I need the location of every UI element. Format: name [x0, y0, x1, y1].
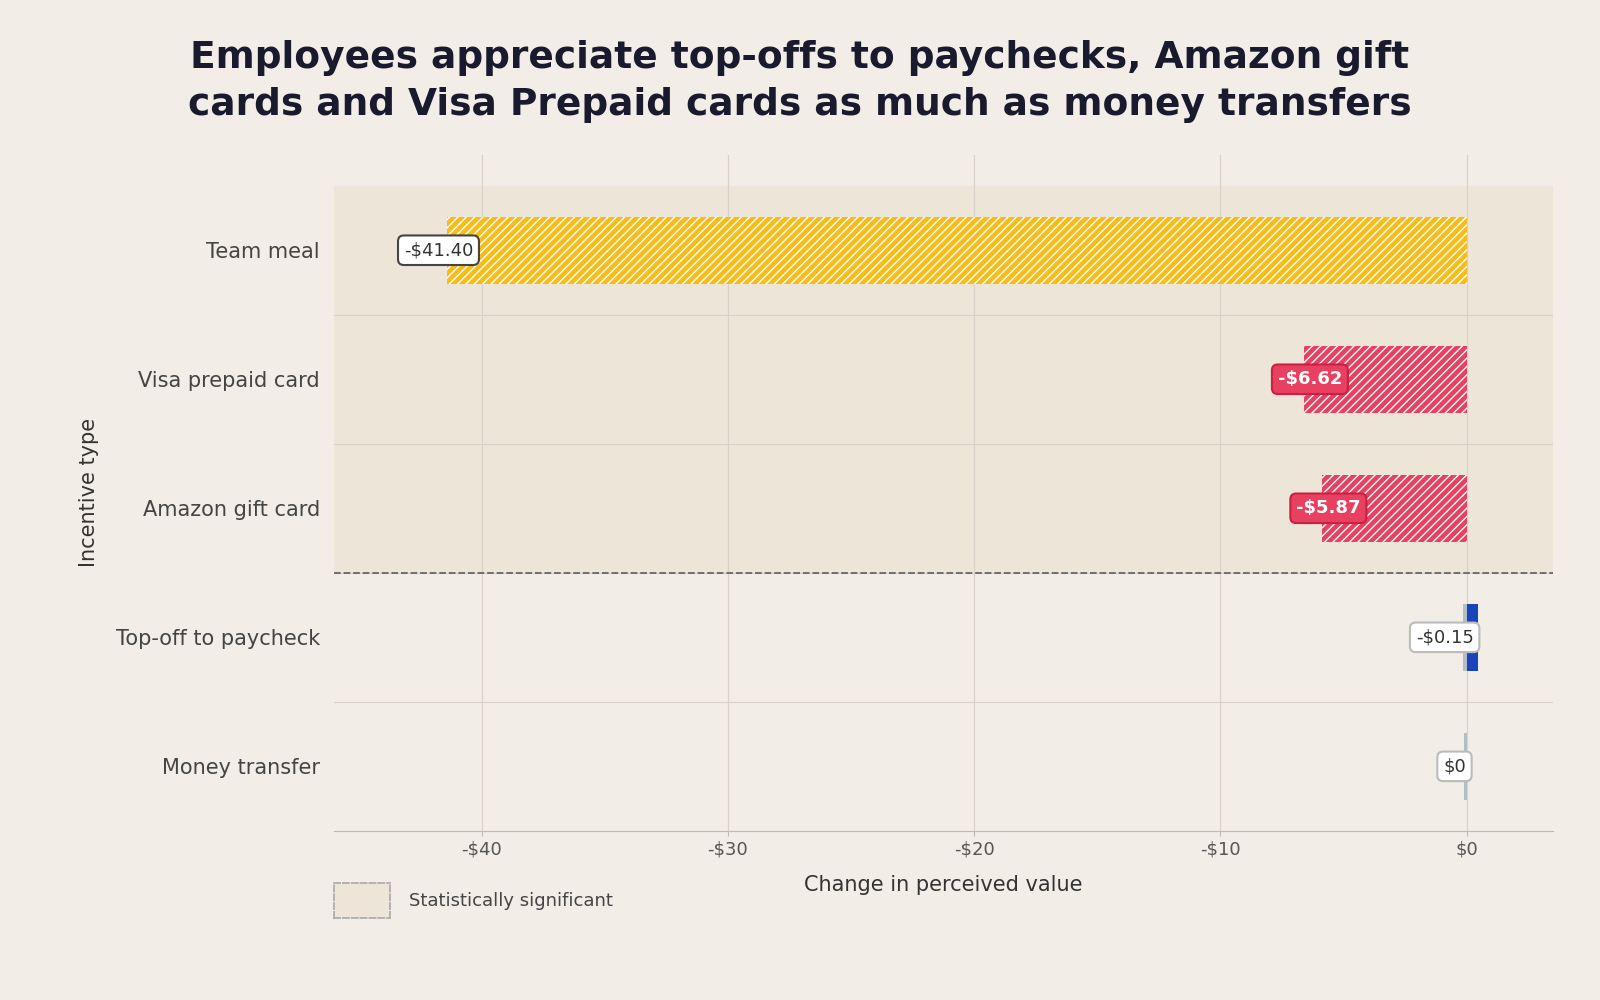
Bar — [334, 444, 1554, 573]
Text: Statistically significant: Statistically significant — [410, 892, 613, 910]
Bar — [1322, 475, 1467, 542]
Bar — [334, 315, 1554, 444]
Text: -$41.40: -$41.40 — [403, 241, 474, 259]
Y-axis label: Incentive type: Incentive type — [78, 418, 99, 567]
Text: -$6.62: -$6.62 — [1278, 370, 1342, 388]
Text: $0: $0 — [1443, 757, 1466, 775]
Text: -$0.15: -$0.15 — [1416, 628, 1474, 646]
X-axis label: Change in perceived value: Change in perceived value — [805, 875, 1083, 895]
Bar — [446, 217, 1467, 284]
Bar — [1467, 604, 1478, 671]
Text: -$5.87: -$5.87 — [1296, 499, 1360, 517]
Text: Employees appreciate top-offs to paychecks, Amazon gift
cards and Visa Prepaid c: Employees appreciate top-offs to paychec… — [189, 40, 1411, 123]
Bar — [1304, 346, 1467, 413]
Bar — [1462, 604, 1467, 671]
Bar — [334, 186, 1554, 315]
Bar — [1464, 733, 1467, 800]
